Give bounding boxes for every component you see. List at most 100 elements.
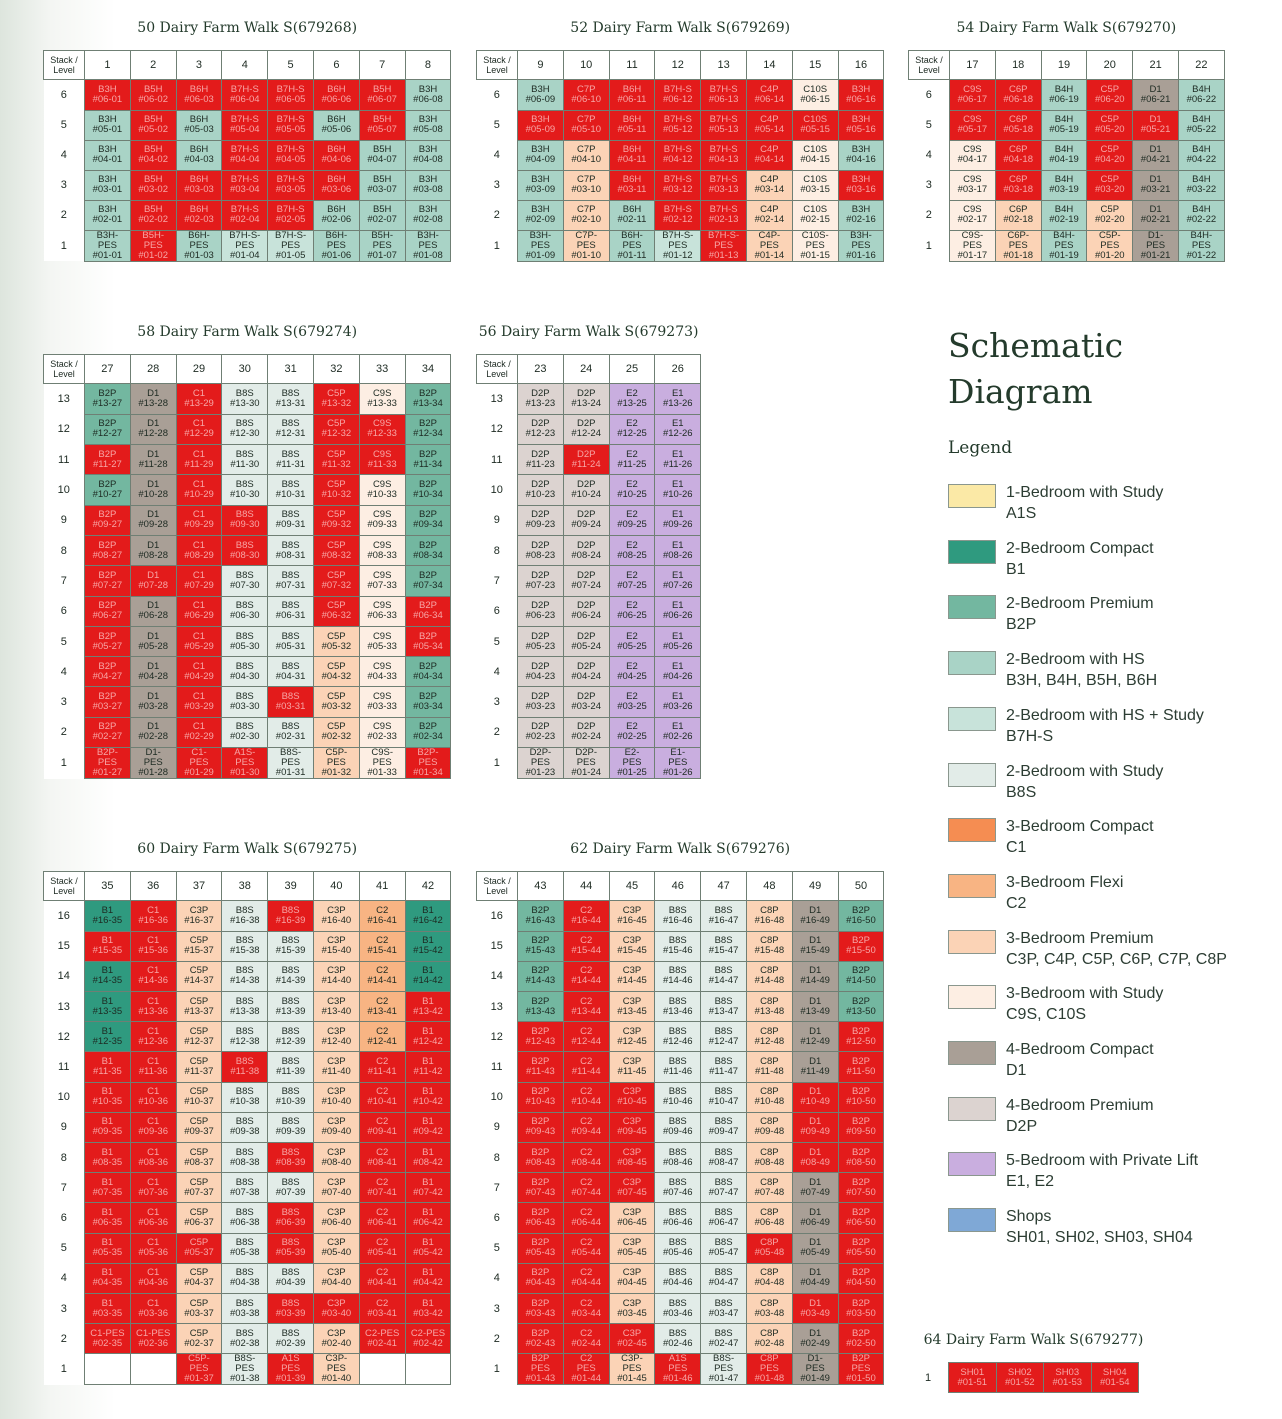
unit-cell[interactable]: D2P #02-23 — [517, 716, 564, 749]
unit-cell[interactable]: C8P #04-48 — [745, 1262, 793, 1294]
unit-cell[interactable]: E1 #07-26 — [654, 565, 702, 597]
unit-cell[interactable]: C8P #03-48 — [745, 1292, 793, 1325]
unit-cell-sold[interactable]: B6H #02-03 — [175, 199, 223, 231]
unit-cell[interactable]: B4H #06-22 — [1177, 79, 1225, 111]
unit-cell[interactable]: B8S #15-38 — [221, 930, 269, 962]
unit-cell[interactable]: B2P #14-50 — [837, 960, 885, 993]
unit-cell[interactable]: C5P #13-37 — [175, 991, 223, 1023]
unit-cell-sold[interactable]: C1 #11-29 — [175, 444, 223, 476]
unit-cell[interactable]: C8P #15-48 — [745, 930, 793, 962]
unit-cell[interactable]: B8S #04-38 — [221, 1262, 269, 1294]
unit-cell[interactable]: C8P #08-48 — [745, 1141, 793, 1174]
unit-cell[interactable]: C2 #12-41 — [358, 1021, 406, 1053]
unit-cell-sold[interactable]: C3P #10-45 — [608, 1081, 656, 1113]
unit-cell-sold[interactable]: C5P #13-32 — [312, 383, 360, 415]
unit-cell-sold[interactable]: C8P PES #01-48 — [745, 1353, 793, 1386]
unit-cell-sold[interactable]: B1 #05-42 — [404, 1232, 452, 1264]
unit-cell[interactable]: B8S #09-39 — [267, 1111, 314, 1144]
unit-cell-sold[interactable]: C1 #06-29 — [175, 595, 223, 627]
unit-cell-sold[interactable]: B2P #07-50 — [837, 1172, 885, 1204]
unit-cell-sold[interactable]: C5P #06-20 — [1086, 79, 1134, 111]
unit-cell[interactable]: B2P #12-27 — [84, 413, 131, 446]
unit-cell-sold[interactable]: B2P #06-27 — [84, 595, 131, 627]
unit-cell[interactable]: B8S #07-30 — [221, 565, 269, 597]
unit-cell-sold[interactable]: C1 #05-29 — [175, 625, 223, 658]
unit-cell[interactable]: D2P #05-23 — [517, 625, 564, 658]
unit-cell[interactable]: B8S #11-47 — [700, 1051, 747, 1083]
unit-cell-sold[interactable]: C3P #09-45 — [608, 1111, 656, 1144]
unit-cell-sold[interactable]: B1 #06-35 — [84, 1202, 131, 1234]
unit-cell[interactable]: D2P- PES #01-23 — [517, 747, 564, 780]
unit-cell-sold[interactable]: B2P #02-43 — [517, 1323, 564, 1355]
unit-cell-sold[interactable]: C5P #04-20 — [1086, 139, 1134, 171]
unit-cell-sold[interactable]: B7H-S #02-04 — [221, 199, 269, 231]
unit-cell[interactable]: D1 #15-49 — [791, 930, 839, 962]
unit-cell[interactable]: E1 #09-26 — [654, 504, 702, 536]
unit-cell-sold[interactable]: C2 #05-41 — [358, 1232, 406, 1264]
unit-cell[interactable]: B8S #09-38 — [221, 1111, 269, 1144]
unit-cell-sold[interactable]: B1 #09-35 — [84, 1111, 131, 1144]
unit-cell[interactable]: C8P #07-48 — [745, 1172, 793, 1204]
unit-cell-sold[interactable]: B3H #05-09 — [517, 109, 564, 141]
unit-cell[interactable]: E2- PES #01-25 — [608, 747, 656, 780]
unit-cell-sold[interactable]: B1 #07-35 — [84, 1172, 131, 1204]
unit-cell-sold[interactable]: B8S #09-30 — [221, 504, 269, 536]
unit-cell-sold[interactable]: C1 #16-36 — [129, 900, 177, 932]
unit-cell[interactable]: B6H- PES #01-11 — [608, 229, 656, 262]
unit-cell-sold[interactable]: B2P #07-27 — [84, 565, 131, 597]
unit-cell-sold[interactable]: B2P- PES #01-34 — [404, 747, 452, 780]
unit-cell[interactable]: B8S #03-46 — [654, 1292, 702, 1325]
unit-cell-sold[interactable]: B2P PES #01-43 — [517, 1353, 564, 1386]
unit-cell-sold[interactable]: B7H-S #04-13 — [700, 139, 747, 171]
unit-cell[interactable]: E1 #12-26 — [654, 413, 702, 446]
unit-cell[interactable]: D2P #06-23 — [517, 595, 564, 627]
unit-cell[interactable]: B8S #04-47 — [700, 1262, 747, 1294]
unit-cell[interactable]: B3H #03-01 — [84, 169, 131, 201]
unit-cell-sold[interactable]: B2P #03-43 — [517, 1292, 564, 1325]
unit-cell[interactable]: D1 #13-28 — [129, 383, 177, 415]
unit-cell[interactable]: B8S #06-38 — [221, 1202, 269, 1234]
unit-cell[interactable]: E1 #06-26 — [654, 595, 702, 627]
unit-cell[interactable]: C5P #02-37 — [175, 1323, 223, 1355]
unit-cell[interactable]: D1 #04-49 — [791, 1262, 839, 1294]
unit-cell-sold[interactable]: B2P #03-27 — [84, 686, 131, 718]
unit-cell-sold[interactable]: B2P #11-27 — [84, 444, 131, 476]
unit-cell[interactable]: D1 #02-28 — [129, 716, 177, 749]
unit-cell-sold[interactable]: D1 #07-28 — [129, 565, 177, 597]
unit-cell[interactable]: C8P #12-48 — [745, 1021, 793, 1053]
unit-cell-sold[interactable]: C1 #07-36 — [129, 1172, 177, 1204]
unit-cell[interactable]: B4H #04-19 — [1040, 139, 1088, 171]
unit-cell[interactable]: C5P- PES #01-20 — [1086, 229, 1134, 262]
unit-cell-sold[interactable]: C7P #06-10 — [562, 79, 610, 111]
unit-cell-sold[interactable]: C1 #08-36 — [129, 1141, 177, 1174]
unit-cell[interactable]: B8S #07-47 — [700, 1172, 747, 1204]
unit-cell[interactable]: D2P #02-24 — [562, 716, 610, 749]
unit-cell-sold[interactable]: B2P #06-50 — [837, 1202, 885, 1234]
unit-cell-sold[interactable]: B5H #06-07 — [358, 79, 406, 111]
unit-cell-sold[interactable]: B2P #11-50 — [837, 1051, 885, 1083]
unit-cell-sold[interactable]: B2P #15-50 — [837, 930, 885, 962]
unit-cell[interactable]: C7P #03-10 — [562, 169, 610, 201]
unit-cell-sold[interactable]: B1 #12-42 — [404, 1021, 452, 1053]
unit-cell[interactable]: B8S #13-38 — [221, 991, 269, 1023]
unit-cell-sold[interactable]: B5H #05-07 — [358, 109, 406, 141]
unit-cell[interactable]: C5P #14-37 — [175, 960, 223, 993]
unit-cell-sold[interactable]: B3H #03-16 — [837, 169, 885, 201]
unit-cell[interactable]: D1 #12-28 — [129, 413, 177, 446]
unit-cell[interactable]: D1 #16-49 — [791, 900, 839, 932]
unit-cell-sold[interactable]: A1S PES #01-39 — [267, 1353, 314, 1386]
unit-cell[interactable]: C5P #02-32 — [312, 716, 360, 749]
unit-cell-sold[interactable]: C6P #03-18 — [994, 169, 1042, 201]
unit-cell-sold[interactable]: B7H-S #05-13 — [700, 109, 747, 141]
unit-cell-sold[interactable]: B7H-S #06-05 — [267, 79, 314, 111]
unit-cell-sold[interactable]: C2 #15-44 — [562, 930, 610, 962]
unit-cell-sold[interactable]: B1 #15-35 — [84, 930, 131, 962]
unit-cell[interactable]: C8P #09-48 — [745, 1111, 793, 1144]
unit-cell-sold[interactable]: B1 #10-42 — [404, 1081, 452, 1113]
unit-cell[interactable]: B4H- PES #01-19 — [1040, 229, 1088, 262]
unit-cell-sold[interactable]: C2 #03-41 — [358, 1292, 406, 1325]
unit-cell[interactable]: B5H #04-07 — [358, 139, 406, 171]
unit-cell[interactable]: D2P #04-23 — [517, 656, 564, 688]
unit-cell[interactable]: B8S #11-30 — [221, 444, 269, 476]
unit-cell-sold[interactable]: B2P #04-50 — [837, 1262, 885, 1294]
